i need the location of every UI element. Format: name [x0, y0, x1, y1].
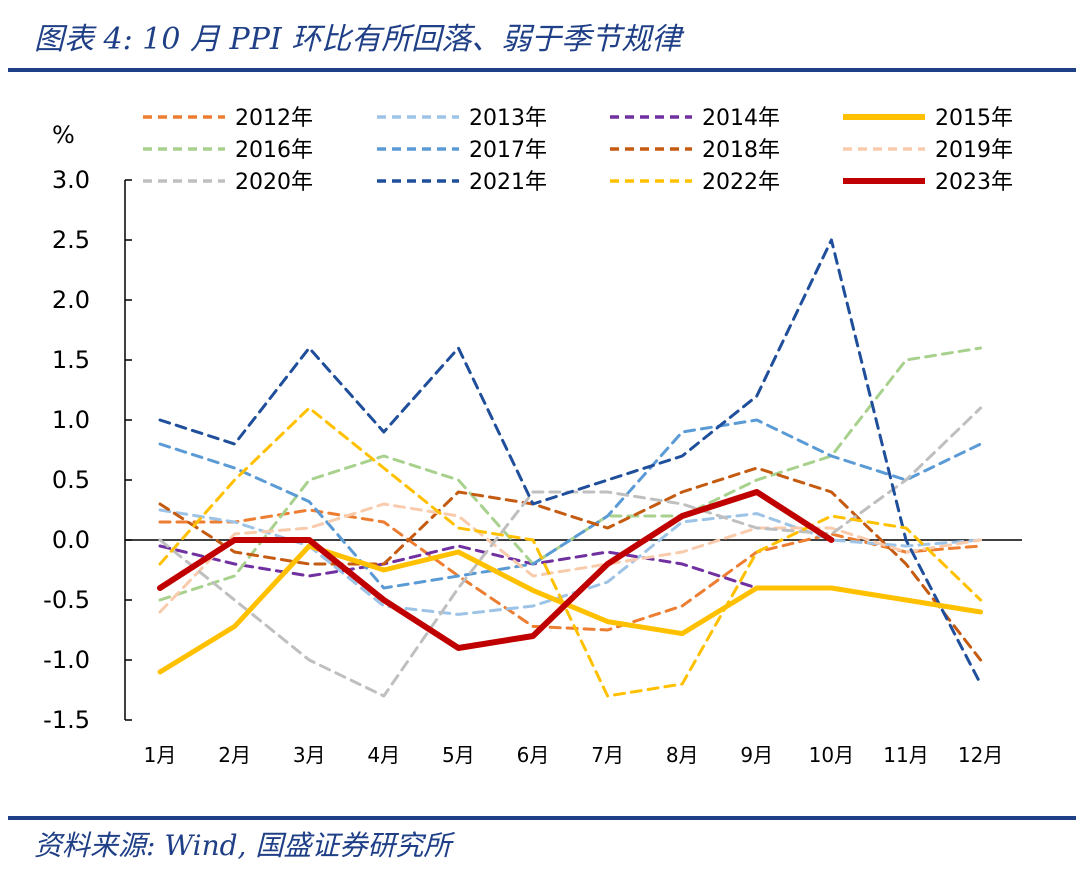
legend-label: 2016年 — [235, 138, 313, 163]
series-line-2019年 — [158, 502, 983, 614]
y-tick-label: -1.5 — [43, 706, 90, 734]
y-tick-label: 0.5 — [52, 466, 90, 494]
legend-item-2021年: 2021年 — [377, 170, 547, 195]
series-line-2023年 — [157, 489, 835, 651]
x-tick-label: 11月 — [883, 743, 928, 767]
series-line-2018年 — [158, 466, 983, 662]
legend-item-2017年: 2017年 — [377, 138, 547, 163]
x-tick-label: 3月 — [293, 743, 326, 767]
series-line-2020年 — [158, 406, 983, 698]
y-tick-label: 2.5 — [52, 226, 90, 254]
x-tick-label: 1月 — [144, 743, 177, 767]
x-tick-label: 12月 — [958, 743, 1003, 767]
legend-item-2022年: 2022年 — [610, 170, 780, 195]
y-tick-label: -1.0 — [43, 646, 90, 674]
legend-label: 2018年 — [702, 138, 780, 163]
legend-label: 2021年 — [469, 170, 547, 195]
bottom-divider — [8, 816, 1076, 820]
legend-label: 2014年 — [702, 106, 780, 131]
y-tick-label: 1.5 — [52, 346, 90, 374]
legend-item-2014年: 2014年 — [610, 106, 780, 131]
source-note: 资料来源: Wind, 国盛证券研究所 — [34, 829, 452, 862]
legend-item-2013年: 2013年 — [377, 106, 547, 131]
legend-item-2023年: 2023年 — [843, 170, 1013, 195]
series-line-2017年 — [158, 418, 983, 590]
series-line-2022年 — [158, 406, 983, 698]
y-axis-label: % — [52, 121, 75, 149]
y-tick-label: 1.0 — [52, 406, 90, 434]
chart-title: 图表 4: 10 月 PPI 环比有所回落、弱于季节规律 — [34, 22, 682, 57]
x-tick-label: 5月 — [442, 743, 475, 767]
series-line-2021年 — [158, 238, 983, 686]
legend-item-2018年: 2018年 — [610, 138, 780, 163]
legend-label: 2017年 — [469, 138, 547, 163]
legend-label: 2023年 — [935, 170, 1013, 195]
x-tick-label: 4月 — [367, 743, 400, 767]
top-divider — [8, 68, 1076, 72]
legend-label: 2015年 — [935, 106, 1013, 131]
legend-item-2020年: 2020年 — [143, 170, 313, 195]
legend-item-2019年: 2019年 — [843, 138, 1013, 163]
legend-label: 2022年 — [702, 170, 780, 195]
legend-label: 2020年 — [235, 170, 313, 195]
legend-item-2012年: 2012年 — [143, 106, 313, 131]
legend-item-2016年: 2016年 — [143, 138, 313, 163]
x-tick-label: 9月 — [740, 743, 773, 767]
legend-item-2015年: 2015年 — [843, 106, 1013, 131]
x-tick-label: 2月 — [218, 743, 251, 767]
legend: 2012年 2013年 2014年 2015年 2016年 2017年 2018年 2019年… — [143, 106, 1013, 195]
series-line-2015年 — [157, 543, 984, 675]
x-tick-label: 6月 — [517, 743, 550, 767]
y-tick-label: -0.5 — [43, 586, 90, 614]
axes: 3.0 2.5 2.0 1.5 1.0 0.5 0.0 -0.5 -1.0 -1.5% 1月 2月 3月… — [43, 121, 1022, 767]
legend-label: 2012年 — [235, 106, 313, 131]
legend-label: 2019年 — [935, 138, 1013, 163]
x-tick-label: 7月 — [591, 743, 624, 767]
series-line-2016年 — [158, 346, 983, 602]
series-line-2012年 — [158, 508, 983, 632]
x-tick-label: 8月 — [666, 743, 699, 767]
x-tick-label: 10月 — [809, 743, 854, 767]
legend-label: 2013年 — [469, 106, 547, 131]
y-tick-label: 2.0 — [52, 286, 90, 314]
series-lines — [157, 238, 984, 698]
y-tick-label: 0.0 — [52, 526, 90, 554]
y-tick-label: 3.0 — [52, 166, 90, 194]
